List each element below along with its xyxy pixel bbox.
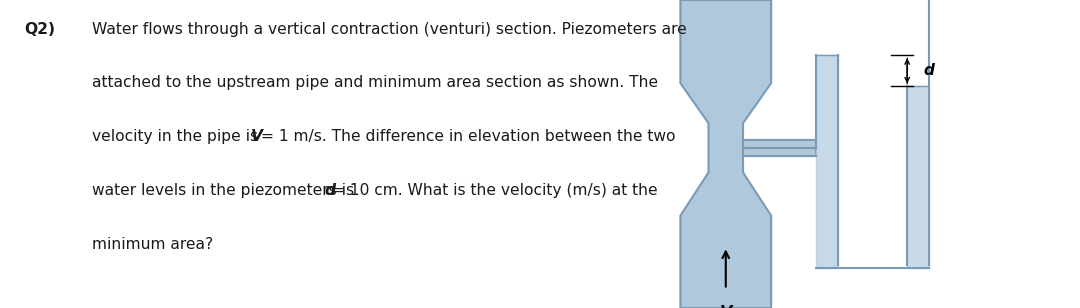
Polygon shape [680,0,771,308]
Text: d: d [923,63,934,78]
Text: Water flows through a vertical contraction (venturi) section. Piezometers are: Water flows through a vertical contracti… [92,22,687,37]
Text: V: V [719,305,732,308]
Text: water levels in the piezometers is: water levels in the piezometers is [92,183,359,198]
Text: d: d [324,183,336,198]
Text: minimum area?: minimum area? [92,237,213,252]
Text: = 1 m/s. The difference in elevation between the two: = 1 m/s. The difference in elevation bet… [261,129,675,144]
Text: V: V [252,129,264,144]
Text: velocity in the pipe is: velocity in the pipe is [92,129,262,144]
Text: = 10 cm. What is the velocity (m/s) at the: = 10 cm. What is the velocity (m/s) at t… [332,183,658,198]
Text: Q2): Q2) [24,22,55,37]
Bar [743,140,816,156]
Text: attached to the upstream pipe and minimum area section as shown. The: attached to the upstream pipe and minimu… [92,75,658,91]
